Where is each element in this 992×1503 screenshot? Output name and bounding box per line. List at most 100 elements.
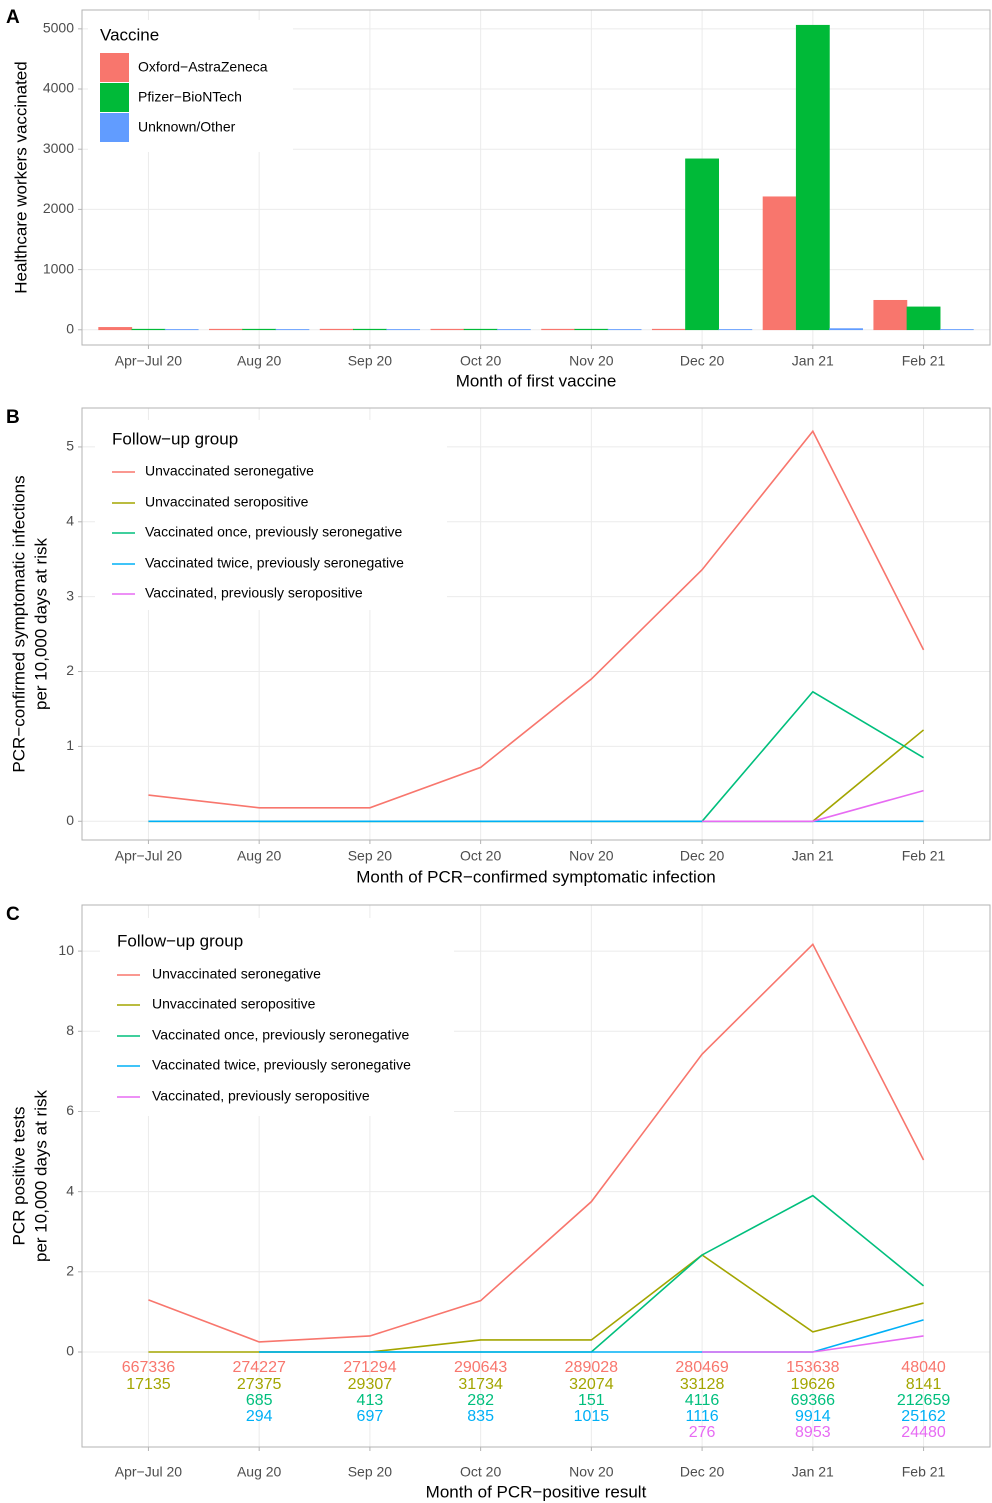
x-tick-label: Oct 20 [460,1464,501,1480]
x-tick-label: Sep 20 [348,848,393,864]
y-axis-title: Healthcare workers vaccinated [11,61,30,293]
legend-label: Unvaccinated seropositive [145,494,309,510]
count-label: 282 [467,1392,494,1409]
y-tick-label: 3 [66,587,74,603]
count-label: 413 [357,1392,384,1409]
x-tick-label: Jan 21 [792,848,834,864]
y-tick-label: 0 [66,320,74,336]
bar [685,158,720,331]
y-tick-label: 0 [66,812,74,828]
y-axis-title: PCR positive tests [9,1107,28,1246]
y-tick-label: 5000 [43,20,74,36]
x-tick-label: Dec 20 [680,1464,725,1480]
count-label: 8141 [906,1376,942,1393]
bar [795,24,830,331]
x-tick-label: Oct 20 [460,848,501,864]
count-label: 667336 [122,1359,175,1376]
count-label: 17135 [126,1376,171,1393]
y-tick-label: 5 [66,438,74,454]
legend-key [100,83,129,112]
bar [829,328,863,331]
x-tick-label: Sep 20 [348,353,393,369]
x-tick-label: Nov 20 [569,848,614,864]
y-tick-label: 1000 [43,260,74,276]
y-tick-label: 4 [66,1182,74,1198]
count-label: 31734 [458,1376,503,1393]
legend-label: Vaccinated twice, previously seronegativ… [152,1057,411,1073]
bar [574,328,609,331]
count-label: 9914 [795,1408,831,1425]
bar [242,328,277,331]
count-label: 835 [467,1408,494,1425]
bar [209,328,243,331]
line [702,1335,924,1353]
bar [98,327,133,331]
y-tick-label: 2 [66,1263,74,1279]
count-label: 290643 [454,1359,507,1376]
x-tick-label: Sep 20 [348,1464,393,1480]
bar [352,328,387,331]
count-label: 274227 [232,1359,285,1376]
x-axis-title: Month of PCR−positive result [426,1482,647,1501]
x-tick-label: Oct 20 [460,353,501,369]
panel-border [81,904,991,1448]
legend-key [100,113,129,142]
count-label: 24480 [901,1424,946,1441]
x-tick-label: Aug 20 [237,1464,282,1480]
count-label: 212659 [897,1392,950,1409]
bar [430,328,465,331]
x-tick-label: Apr−Jul 20 [115,1464,183,1480]
count-label: 8953 [795,1424,831,1441]
x-tick-label: Nov 20 [569,1464,614,1480]
panel-letter: A [6,7,20,28]
legend-label: Vaccinated, previously seropositive [152,1088,370,1104]
count-label: 29307 [348,1376,393,1393]
count-label: 27375 [237,1376,282,1393]
legend-key [100,53,129,82]
line [148,942,925,1343]
x-tick-label: Feb 21 [902,848,946,864]
x-tick-label: Feb 21 [902,1464,946,1480]
x-tick-label: Aug 20 [237,353,282,369]
bar [541,328,576,331]
bar [463,328,498,331]
count-label: 25162 [901,1408,946,1425]
bar [131,328,166,331]
legend-title: Follow−up group [112,429,238,448]
y-tick-label: 1 [66,737,74,753]
x-axis-title: Month of first vaccine [456,371,617,390]
y-tick-label: 10 [58,942,74,958]
x-tick-label: Nov 20 [569,353,614,369]
count-label: 33128 [680,1376,725,1393]
bar [651,328,686,331]
legend-label: Unvaccinated seronegative [145,463,314,479]
legend-label: Oxford−AstraZeneca [138,59,268,75]
count-label: 151 [578,1392,605,1409]
count-label: 69366 [791,1392,836,1409]
legend-label: Vaccinated once, previously seronegative [152,1027,410,1043]
line [148,429,925,809]
count-label: 280469 [675,1359,728,1376]
count-label: 289028 [565,1359,618,1376]
count-label: 19626 [791,1376,836,1393]
legend-title: Follow−up group [117,931,243,950]
bar [762,196,797,331]
count-label: 697 [357,1408,384,1425]
bar [906,306,941,331]
count-label: 1015 [574,1408,610,1425]
y-axis-title: per 10,000 days at risk [31,1090,50,1262]
y-tick-label: 4000 [43,80,74,96]
count-label: 685 [246,1392,273,1409]
y-tick-label: 0 [66,1343,74,1359]
x-tick-label: Aug 20 [237,848,282,864]
legend-title: Vaccine [100,25,159,44]
count-label: 48040 [901,1359,946,1376]
legend-label: Vaccinated twice, previously seronegativ… [145,555,404,571]
y-tick-label: 2 [66,662,74,678]
legend-label: Vaccinated, previously seropositive [145,585,363,601]
count-label: 153638 [786,1359,839,1376]
x-axis-title: Month of PCR−confirmed symptomatic infec… [356,867,716,886]
count-label: 271294 [343,1359,396,1376]
panel-letter: C [6,904,20,925]
